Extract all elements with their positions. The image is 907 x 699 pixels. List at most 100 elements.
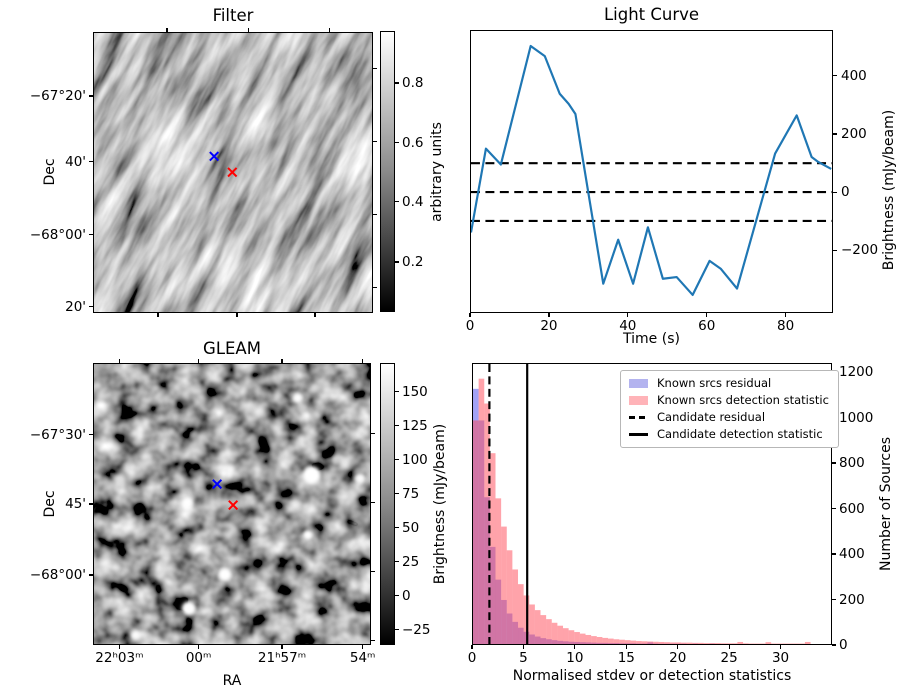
filter-reference-position-marker — [227, 167, 238, 178]
hist-xtick — [522, 645, 525, 649]
gleam-colorbar-tick-label: 50 — [402, 519, 420, 536]
legend-patch-swatch — [629, 378, 648, 388]
lc-xtick — [548, 313, 550, 317]
lc-ytick — [833, 133, 837, 135]
lc-xtick — [627, 313, 629, 317]
hist-ytick — [832, 507, 836, 510]
gleam-source — [310, 383, 319, 392]
filter-colorbar-tick — [395, 201, 399, 203]
lc-xtick-label: 20 — [540, 318, 558, 334]
filter-right-tick — [373, 67, 377, 70]
filter-sky-image — [94, 33, 372, 312]
lc-ytick-label: 200 — [841, 125, 867, 142]
gleam-x-axis-label: RA — [222, 673, 242, 689]
gleam-colorbar-tick — [395, 425, 399, 427]
legend-label: Candidate residual — [657, 410, 766, 425]
hist-ytick-label: 1200 — [839, 364, 874, 381]
lc-xtick-label: 80 — [777, 318, 795, 334]
hist-xtick — [779, 645, 782, 649]
filter-colorbar — [380, 31, 395, 312]
gleam-colorbar-tick — [395, 459, 399, 461]
gleam-xtick-label: 00ᵐ — [185, 650, 212, 666]
gleam-colorbar-tick-label: 0 — [402, 587, 411, 604]
gleam-top-tick — [362, 359, 364, 363]
filter-colorbar-label: arbitrary units — [429, 122, 445, 222]
filter-ytick-label: −67°20' — [29, 88, 86, 105]
legend-patch-swatch — [629, 395, 648, 405]
histogram-y-axis-label: Number of Sources — [878, 436, 894, 572]
gleam-colorbar-label: Brightness (mJy/beam) — [432, 423, 448, 585]
filter-ytick-label: 40' — [65, 153, 86, 170]
gleam-source — [302, 530, 313, 541]
hist-ytick-label: 200 — [839, 591, 865, 608]
gleam-point-sources — [99, 383, 366, 641]
light-curve-y-axis-label: Brightness (mJy/beam) — [881, 109, 897, 271]
filter-top-tick — [329, 28, 331, 32]
hist-xtick-label: 0 — [467, 650, 477, 666]
gleam-source — [331, 455, 341, 465]
gleam-reference-position-marker — [228, 500, 239, 511]
filter-ytick — [89, 234, 93, 236]
hist-ytick — [832, 462, 836, 464]
lc-xtick-label: 40 — [619, 318, 637, 334]
gleam-colorbar-tick — [395, 561, 399, 563]
filter-ytick-label: 20' — [65, 298, 86, 315]
light-curve-line — [471, 44, 832, 297]
gleam-title: GLEAM — [203, 339, 261, 358]
gleam-colorbar-tick — [395, 391, 399, 393]
hist-xtick-label: 30 — [771, 650, 790, 666]
gleam-xtick-label: 22ʰ03ᵐ — [95, 650, 144, 666]
gleam-colorbar-tick-label: 25 — [402, 553, 420, 570]
filter-y-axis-label: Dec — [42, 158, 58, 186]
hist-ytick-label: 0 — [839, 637, 848, 653]
lc-xtick — [706, 313, 708, 317]
filter-right-tick — [373, 287, 377, 289]
filter-colorbar-tick-label: 0.2 — [402, 253, 424, 270]
lc-xtick-label: 0 — [465, 318, 475, 334]
gleam-right-tick — [371, 571, 375, 573]
hist-xtick-label: 25 — [720, 650, 738, 666]
legend-label: Candidate detection statistic — [657, 427, 823, 442]
lc-xtick — [785, 313, 787, 317]
hist-xtick — [677, 645, 679, 649]
gleam-source — [181, 601, 196, 616]
filter-right-tick — [373, 140, 377, 143]
gleam-ytick — [89, 503, 93, 505]
hist-xtick — [728, 645, 730, 649]
filter-top-tick — [247, 28, 249, 32]
gleam-colorbar-tick-label: 100 — [402, 451, 428, 468]
filter-ytick-label: −68°00' — [29, 226, 86, 243]
gleam-ytick-label: −68°00' — [29, 567, 86, 584]
light-curve-x-axis-label: Time (s) — [623, 331, 680, 347]
hist-ytick — [832, 644, 836, 646]
filter-bottom-tick — [236, 313, 238, 317]
light-curve-chart — [471, 44, 832, 297]
filter-colorbar-tick-label: 0.8 — [402, 74, 424, 91]
gleam-source — [293, 393, 303, 403]
gleam-colorbar-tick — [395, 595, 399, 597]
filter-colorbar-tick-label: 0.6 — [402, 134, 424, 151]
filter-colorbar-tick — [395, 142, 399, 144]
hist-ytick-label: 600 — [839, 500, 865, 517]
filter-title: Filter — [212, 6, 254, 25]
gleam-top-tick — [198, 359, 200, 363]
gleam-image-panel — [93, 363, 371, 645]
filter-bottom-tick — [314, 313, 316, 317]
hist-xtick-label: 10 — [566, 650, 584, 666]
gleam-top-tick — [281, 359, 283, 363]
filter-colorbar-tick — [395, 261, 399, 263]
lc-xtick-label: 60 — [698, 318, 716, 334]
lc-ytick — [833, 191, 837, 193]
gleam-y-axis-label: Dec — [42, 490, 58, 518]
hist-ytick-label: 800 — [839, 455, 865, 472]
legend-entry: Known srcs detection statistic — [629, 393, 829, 408]
filter-bottom-tick — [157, 313, 159, 317]
gleam-source — [130, 630, 141, 641]
gleam-colorbar — [380, 363, 395, 645]
histogram-chart — [473, 364, 811, 644]
gleam-right-tick — [371, 501, 375, 504]
legend-label: Known srcs detection statistic — [657, 393, 829, 408]
lc-ytick-label: 400 — [841, 67, 867, 84]
filter-colorbar-tick-label: 0.4 — [402, 193, 424, 210]
gleam-colorbar-tick — [395, 493, 399, 495]
